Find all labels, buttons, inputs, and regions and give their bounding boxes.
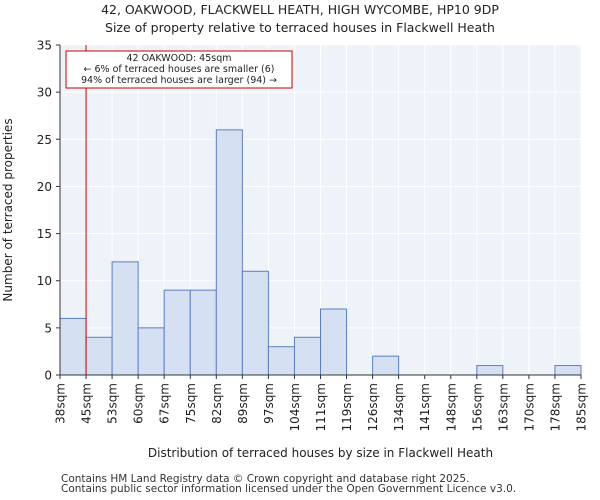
x-tick-label: 148sqm (444, 383, 458, 431)
annotation-rect (65, 50, 293, 89)
x-ticks: 38sqm 45sqm 53sqm 60sqm 67sqm 75sqm 82sqm 89sqm… (54, 375, 589, 431)
x-tick-label: 38sqm (54, 383, 68, 424)
bar (267, 346, 295, 376)
y-tick-label: 20 (37, 180, 52, 194)
x-tick-label: 126sqm (366, 383, 380, 431)
footer-licence: Contains public sector information licen… (61, 483, 517, 495)
x-tick-label: 141sqm (418, 383, 432, 431)
y-tick-label: 15 (37, 227, 52, 241)
x-tick-label: 45sqm (80, 383, 94, 424)
y-tick-label: 35 (37, 39, 52, 53)
bar (372, 355, 400, 376)
bar (241, 270, 269, 376)
x-tick-label: 53sqm (106, 383, 120, 424)
bar (85, 336, 113, 376)
x-tick-label: 89sqm (236, 383, 250, 424)
chart-title: 42, OAKWOOD, FLACKWELL HEATH, HIGH WYCOM… (101, 2, 499, 17)
bar (476, 365, 504, 376)
annotation-line-3: 94% of terraced houses are larger (94) → (81, 75, 277, 86)
y-tick-label: 10 (37, 274, 52, 288)
x-tick-label: 185sqm (575, 383, 589, 431)
annotation-box: 42 OAKWOOD: 45sqm ← 6% of terraced house… (65, 50, 293, 89)
x-tick-label: 156sqm (470, 383, 484, 431)
x-tick-label: 67sqm (158, 383, 172, 424)
x-tick-label: 75sqm (184, 383, 198, 424)
x-tick-label: 134sqm (392, 383, 406, 431)
bar (320, 308, 348, 376)
x-tick-label: 97sqm (262, 383, 276, 424)
x-tick-label: 178sqm (548, 383, 562, 431)
x-tick-label: 111sqm (314, 383, 328, 431)
y-axis-label: Number of terraced properties (1, 118, 15, 301)
y-ticks: 0 5 10 15 20 25 30 35 (37, 39, 60, 383)
bar (137, 327, 165, 376)
y-tick-label: 25 (37, 133, 52, 147)
x-tick-label: 60sqm (132, 383, 146, 424)
bar (189, 289, 217, 376)
bar (293, 336, 322, 376)
bar (59, 317, 87, 376)
x-tick-label: 170sqm (522, 383, 536, 431)
x-tick-label: 104sqm (288, 383, 302, 431)
y-tick-label: 0 (44, 369, 52, 383)
x-axis-label: Distribution of terraced houses by size … (148, 446, 493, 460)
y-tick-label: 30 (37, 86, 52, 100)
bars (59, 129, 582, 376)
bar (163, 289, 191, 376)
footer-copyright: Contains HM Land Registry data © Crown c… (61, 473, 470, 485)
x-tick-label: 82sqm (210, 383, 224, 424)
y-tick-label: 5 (44, 321, 52, 335)
bar (215, 129, 243, 376)
x-tick-label: 119sqm (340, 383, 354, 431)
annotation-line-2: ← 6% of terraced houses are smaller (6) (84, 64, 275, 75)
bar (554, 365, 582, 376)
bar (111, 261, 139, 376)
chart-subtitle: Size of property relative to terraced ho… (105, 20, 495, 35)
x-tick-label: 163sqm (496, 383, 510, 431)
annotation-line-1: 42 OAKWOOD: 45sqm (126, 53, 231, 64)
